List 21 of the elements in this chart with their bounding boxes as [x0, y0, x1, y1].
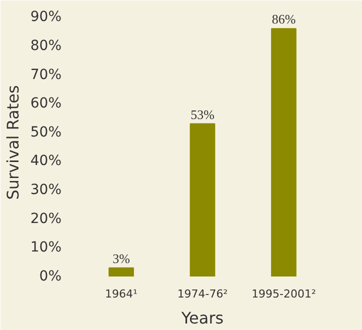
y-tick-label: 20%	[30, 210, 62, 227]
y-tick-label: 50%	[30, 124, 62, 140]
y-tick-label: 40%	[30, 153, 62, 170]
y-tick-label: 80%	[30, 38, 62, 54]
y-tick-label: 90%	[30, 9, 62, 26]
y-axis-title: Survival Rates	[3, 85, 22, 200]
bar	[271, 28, 296, 276]
data-label: 86%	[272, 12, 296, 27]
x-axis-title: Years	[180, 308, 224, 328]
y-tick-label: 70%	[30, 66, 62, 83]
y-tick-label: 10%	[30, 240, 62, 256]
data-label: 53%	[190, 106, 215, 122]
x-tick-label: 1995-2001²	[252, 288, 316, 300]
bar	[190, 123, 216, 276]
x-tick-label: 1964¹	[105, 288, 138, 300]
y-tick-label: 30%	[30, 182, 62, 198]
y-tick-label: 60%	[30, 96, 62, 112]
data-label: 3%	[112, 250, 130, 266]
y-tick-label: 0%	[39, 268, 62, 284]
x-tick-label: 1974-76²	[177, 288, 228, 300]
bar	[108, 267, 134, 276]
